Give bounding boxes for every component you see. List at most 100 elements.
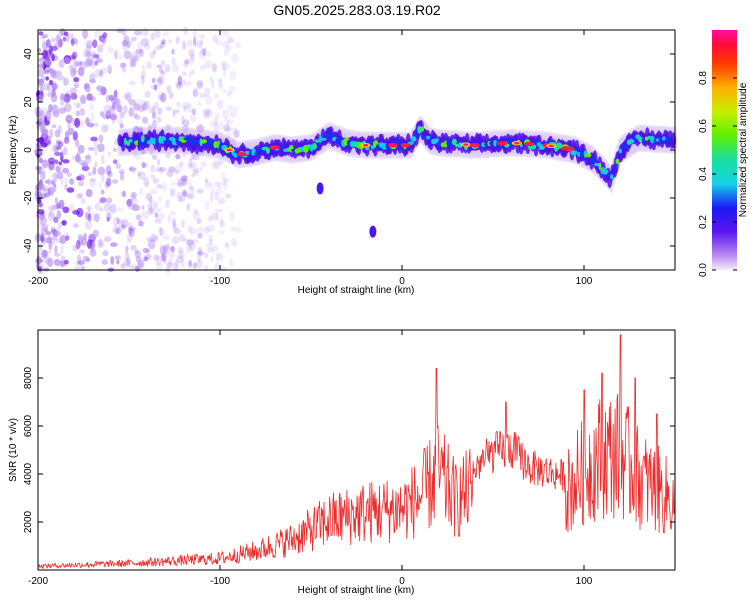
noise-spot bbox=[101, 241, 105, 248]
noise-spot bbox=[180, 175, 188, 182]
noise-spot bbox=[81, 162, 89, 168]
noise-spot bbox=[161, 39, 166, 45]
noise-spot bbox=[56, 171, 64, 180]
noise-spot bbox=[157, 91, 165, 101]
noise-spot bbox=[54, 129, 61, 138]
noise-spot bbox=[188, 72, 192, 78]
noise-spot bbox=[159, 245, 166, 255]
noise-spot bbox=[85, 84, 91, 93]
noise-spot bbox=[166, 170, 174, 178]
noise-spot bbox=[55, 139, 61, 145]
noise-spot bbox=[192, 168, 200, 174]
noise-spot bbox=[121, 219, 129, 228]
noise-spot bbox=[155, 167, 163, 173]
ridge-blob bbox=[440, 142, 445, 148]
noise-spot bbox=[132, 57, 139, 62]
noise-spot bbox=[216, 185, 223, 195]
noise-spot bbox=[38, 202, 44, 208]
noise-spot bbox=[68, 64, 74, 70]
noise-spot bbox=[52, 69, 59, 80]
noise-spot bbox=[188, 186, 194, 192]
noise-spot bbox=[135, 255, 142, 263]
noise-spot bbox=[67, 120, 71, 130]
noise-spot bbox=[223, 48, 229, 56]
noise-spot bbox=[210, 192, 214, 203]
noise-spot bbox=[90, 136, 98, 142]
noise-spot bbox=[85, 189, 93, 198]
noise-spot bbox=[46, 45, 52, 51]
heatmap-x-ticks: -200 -100 0 100 bbox=[28, 30, 593, 287]
noise-spot bbox=[94, 162, 98, 167]
noise-spot bbox=[182, 124, 189, 134]
noise-spot bbox=[203, 264, 209, 272]
noise-spot bbox=[192, 262, 198, 269]
ridge-hotspot-core bbox=[514, 142, 520, 145]
noise-spot bbox=[133, 112, 138, 119]
noise-spot bbox=[168, 166, 176, 173]
noise-spot bbox=[41, 34, 46, 39]
noise-spot bbox=[41, 159, 49, 169]
noise-spot bbox=[56, 70, 62, 76]
noise-spot bbox=[230, 126, 238, 135]
noise-spot bbox=[181, 115, 185, 125]
noise-spot bbox=[219, 120, 224, 130]
noise-spot bbox=[158, 212, 165, 219]
ridge-blob bbox=[493, 139, 498, 147]
noise-spot bbox=[58, 161, 63, 166]
noise-spot bbox=[58, 60, 64, 69]
noise-spot bbox=[86, 44, 92, 49]
noise-spot bbox=[57, 141, 64, 148]
noise-spot bbox=[38, 91, 42, 101]
noise-spot bbox=[42, 249, 48, 258]
noise-spot bbox=[90, 96, 96, 102]
noise-spot bbox=[110, 256, 114, 265]
ridge-blob bbox=[140, 135, 145, 143]
noise-spot bbox=[119, 171, 125, 181]
noise-spot bbox=[171, 217, 176, 227]
noise-spot bbox=[217, 99, 224, 110]
isolated-spot-core bbox=[318, 185, 322, 192]
noise-spot bbox=[75, 266, 79, 271]
noise-spot bbox=[58, 58, 65, 68]
noise-spot bbox=[172, 111, 176, 117]
noise-spot bbox=[154, 218, 163, 224]
noise-spot bbox=[77, 260, 86, 266]
snr-frame bbox=[37, 329, 676, 571]
noise-spot bbox=[119, 62, 126, 69]
noise-spot bbox=[70, 37, 78, 45]
noise-spot bbox=[202, 48, 207, 56]
y-tick-label: -40 bbox=[23, 238, 34, 253]
noise-spot bbox=[129, 264, 138, 270]
noise-spot bbox=[165, 265, 171, 273]
noise-spot bbox=[60, 255, 66, 265]
noise-spot bbox=[41, 41, 48, 51]
noise-spot bbox=[101, 173, 105, 184]
noise-spot bbox=[116, 217, 120, 225]
noise-spot bbox=[37, 249, 41, 256]
noise-spot bbox=[134, 249, 139, 255]
noise-spot bbox=[181, 189, 188, 194]
noise-spot bbox=[80, 94, 86, 105]
noise-spot bbox=[180, 257, 185, 268]
noise-spot bbox=[165, 244, 171, 254]
noise-spot bbox=[233, 129, 240, 139]
noise-spot bbox=[129, 55, 137, 60]
noise-spot bbox=[183, 80, 192, 87]
noise-spot bbox=[186, 102, 193, 113]
noise-spot bbox=[63, 31, 69, 37]
noise-spot bbox=[53, 229, 58, 235]
noise-spot bbox=[129, 58, 134, 68]
noise-spot bbox=[115, 227, 122, 235]
ridge-blob bbox=[413, 133, 420, 138]
x-tick-label: -100 bbox=[210, 276, 230, 287]
noise-spot bbox=[88, 212, 92, 222]
noise-spot bbox=[42, 49, 48, 60]
y-tick-label: 4000 bbox=[23, 462, 34, 485]
noise-spot bbox=[100, 189, 105, 195]
noise-spot bbox=[44, 69, 49, 75]
noise-spot bbox=[209, 76, 214, 83]
ridge-blob bbox=[451, 138, 457, 146]
noise-spot bbox=[200, 39, 204, 46]
x-tick-label: 0 bbox=[399, 276, 405, 287]
noise-spot bbox=[161, 253, 166, 262]
